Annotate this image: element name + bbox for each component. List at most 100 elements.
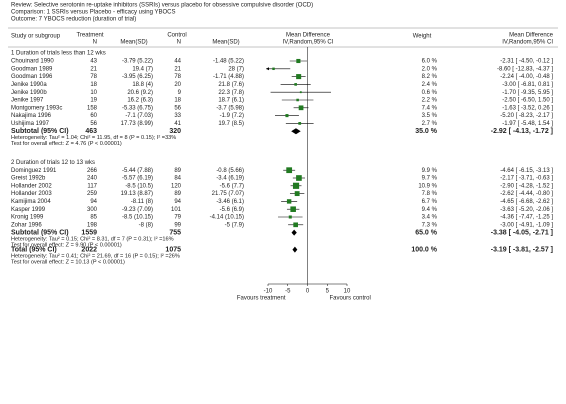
study-marker	[286, 199, 292, 204]
study-marker	[298, 122, 302, 125]
weight: 2.7 %	[422, 121, 438, 127]
col-md: Mean Difference	[286, 33, 331, 39]
treatment-mean: -9.23 (7.09)	[122, 207, 153, 213]
weight: 2.0 %	[422, 66, 438, 72]
weight: 100.0 %	[411, 246, 437, 253]
study-name: Goodman 1996	[11, 74, 53, 80]
treatment-mean: -5.44 (7.88)	[122, 168, 153, 174]
col-md: Mean Difference	[509, 33, 554, 39]
study-marker	[298, 105, 304, 111]
subtotal-label: Subtotal (95% CI)	[11, 128, 69, 135]
study-marker	[294, 83, 297, 86]
treatment-mean: -7.1 (7.03)	[125, 113, 153, 119]
control-n: 21	[174, 66, 181, 72]
study-marker	[290, 206, 296, 212]
control-n: 1075	[165, 246, 181, 253]
study-name: Dominguez 1991	[11, 168, 57, 174]
col-method: IV,Random,95% CI	[502, 40, 553, 46]
weight: 2.2 %	[422, 98, 438, 104]
control-n: 78	[174, 74, 181, 80]
md-ci: -1.97 [ -5.48, 1.54 ]	[502, 121, 553, 127]
md-ci: -3.38 [ -4.05, -2.71 ]	[491, 229, 553, 236]
treatment-mean: -5.33 (6.75)	[122, 105, 153, 111]
weight: 7.4 %	[422, 105, 438, 111]
heterogeneity: Heterogeneity: Tau² = 0.15; Chi² = 8.31,…	[11, 237, 174, 243]
control-mean: 21.8 (7.6)	[218, 82, 244, 88]
comparison: Comparison: 1 SSRIs versus Placebo - eff…	[11, 10, 176, 16]
study-marker	[285, 114, 289, 118]
total-label: Total (95% CI)	[11, 246, 57, 253]
control-mean: 19.7 (8.5)	[218, 121, 244, 127]
group-title: 1 Duration of trials less than 12 wks	[11, 51, 106, 57]
favours-left: Favours treatment	[237, 296, 286, 302]
control-mean: -5.6 (7.7)	[220, 183, 244, 189]
control-n: 33	[174, 113, 181, 119]
weight: 35.0 %	[415, 128, 438, 135]
md-ci: -3.63 [ -5.20, -2.06 ]	[500, 207, 553, 213]
control-n: 89	[174, 191, 181, 197]
weight: 0.6 %	[422, 90, 438, 96]
control-mean: 28 (7)	[228, 66, 244, 72]
weight: 3.5 %	[422, 113, 438, 119]
study-name: Jenike 1990b	[11, 90, 47, 96]
treatment-mean: -5.57 (6.19)	[122, 176, 153, 182]
treatment-mean: 20.6 (9.2)	[127, 90, 153, 96]
favours-right: Favours control	[330, 296, 371, 302]
weight: 9.7 %	[422, 176, 438, 182]
treatment-n: 19	[90, 98, 97, 104]
md-ci: -2.62 [ -4.44, -0.80 ]	[500, 191, 553, 197]
weight: 6.7 %	[422, 199, 438, 205]
x-tick-label: -5	[285, 289, 291, 295]
col-n: N	[93, 40, 97, 46]
col-weight: Weight	[413, 34, 432, 40]
weight: 7.8 %	[422, 191, 438, 197]
review: Review: Selective serotonin re-uptake in…	[11, 3, 313, 9]
md-ci: -2.24 [ -4.00, -0.48 ]	[500, 74, 553, 80]
pooled-diamond	[291, 229, 297, 236]
md-ci: -5.20 [ -8.23, -2.17 ]	[500, 113, 553, 119]
study-name: Ushijima 1997	[11, 121, 50, 127]
study-name: Goodman 1989	[11, 66, 53, 72]
pooled-diamond	[292, 246, 298, 253]
control-mean: -3.46 (6.1)	[216, 199, 244, 205]
control-n: 89	[174, 168, 181, 174]
x-tick-label: 5	[326, 289, 330, 295]
control-mean: -3.7 (5.98)	[216, 105, 244, 111]
control-n: 9	[178, 90, 182, 96]
treatment-mean: 18.8 (4)	[132, 82, 153, 88]
md-ci: -4.36 [ -7.47, -1.25 ]	[500, 215, 553, 221]
control-mean: -5 (7.9)	[225, 222, 244, 228]
md-ci: -4.65 [ -6.68, -2.62 ]	[500, 199, 553, 205]
control-mean: -4.14 (10.15)	[210, 215, 244, 221]
study-name: Kronig 1999	[11, 215, 44, 221]
treatment-n: 18	[90, 82, 97, 88]
control-n: 84	[174, 176, 181, 182]
control-n: 44	[174, 59, 181, 65]
control-n: 755	[169, 229, 181, 236]
weight: 2.4 %	[422, 82, 438, 88]
study-name: Kasper 1999	[11, 207, 46, 213]
control-n: 20	[174, 82, 181, 88]
col-treatment: Treatment	[76, 33, 103, 39]
study-name: Nakajima 1996	[11, 113, 52, 119]
overall-effect: Test for overall effect: Z = 10.13 (P < …	[11, 260, 125, 266]
treatment-n: 1559	[81, 229, 97, 236]
study-marker	[294, 191, 300, 197]
col-study: Study or subgroup	[11, 34, 61, 40]
weight: 3.4 %	[422, 215, 438, 221]
md-ci: -2.50 [ -6.50, 1.50 ]	[502, 98, 553, 104]
treatment-n: 463	[85, 128, 97, 135]
md-ci: -3.00 [ -4.91, -1.09 ]	[500, 222, 553, 228]
treatment-mean: -8.5 (10.5)	[125, 183, 153, 189]
study-marker	[288, 215, 292, 219]
control-mean: 22.3 (7.8)	[218, 90, 244, 96]
control-mean: -0.8 (5.66)	[216, 168, 244, 174]
treatment-n: 198	[87, 222, 98, 228]
md-ci: -3.00 [ -6.81, 0.81 ]	[502, 82, 553, 88]
study-name: Jenike 1990a	[11, 82, 47, 88]
group-title: 2 Duration of trials 12 to 13 wks	[11, 160, 95, 166]
col-mean: Mean(SD)	[212, 40, 239, 46]
md-ci: -2.31 [ -4.50, -0.12 ]	[500, 59, 553, 65]
control-n: 41	[174, 121, 181, 127]
